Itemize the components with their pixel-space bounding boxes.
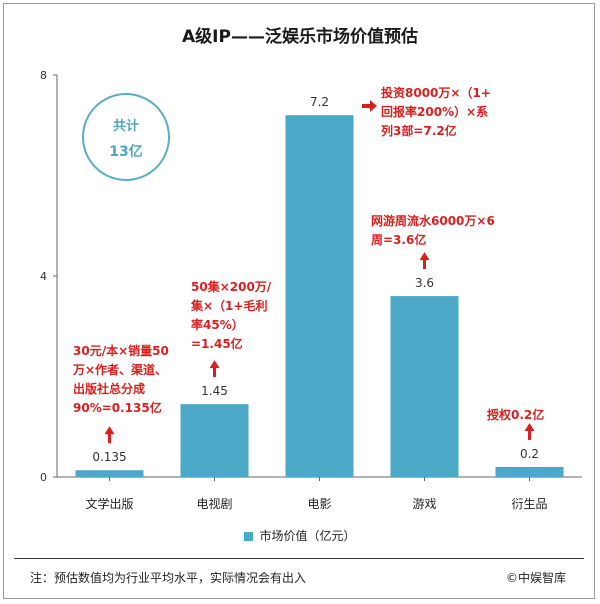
up-arrow-head [209,360,220,369]
value-label: 0.2 [520,447,539,461]
legend-swatch [244,532,254,541]
category-label: 游戏 [412,497,436,511]
legend: 市场价值（亿元） [0,527,600,544]
y-tick-label: 8 [40,69,47,82]
chart-axes: 0 4 8 [40,69,582,484]
value-label: 1.45 [201,384,228,398]
up-arrow-head [419,252,430,261]
y-tick-label: 4 [40,270,47,283]
annotation-yanshengpin: 授权0.2亿 [487,408,545,422]
up-arrow-shaft [423,259,426,270]
bar [180,404,249,477]
y-tick-label: 0 [40,471,47,484]
value-label: 0.135 [92,450,126,464]
legend-label: 市场价值（亿元） [259,529,356,543]
annotation-dianying: 投资8000万×（1+ 回报率200%）×系 列3部=7.2亿 [381,86,491,138]
category-label: 文学出版 [85,496,133,511]
right-arrow-shaft [362,104,371,108]
footer-divider [14,558,584,559]
footer-note: 注：预估数值均为行业平均水平，实际情况会有出入 [30,571,307,585]
annotation-arrows [104,100,535,444]
bar [285,115,354,477]
bar-series: 0.135 文学出版 1.45 电视剧 7.2 电影 3.6 游戏 0.2 衍生品 [75,95,564,511]
annotation-youxi: 网游周流水6000万×6 周=3.6亿 [371,214,495,247]
bar [390,296,459,477]
total-label: 共计 [112,119,139,134]
category-label: 衍生品 [511,497,547,511]
chart-title: A级IP——泛娱乐市场价值预估 [182,27,418,47]
up-arrow-shaft [528,429,531,440]
category-label: 电影 [307,497,331,511]
total-value: 13亿 [109,144,143,160]
annotation-dianshiju: 50集×200万/ 集×（1+毛利 率45%） =1.45亿 [191,280,272,351]
value-label: 7.2 [310,95,329,109]
up-arrow-shaft [108,433,111,444]
value-label: 3.6 [415,276,434,290]
footer-source: ©中娱智库 [505,571,566,585]
bar [495,466,564,477]
category-label: 电视剧 [196,496,232,511]
annotation-wenxue: 30元/本×销量50 万×作者、渠道、 出版社总分成 90%=0.135亿 [73,344,169,415]
bar [75,470,144,477]
up-arrow-head [104,426,115,435]
total-circle: 共计 13亿 [82,93,170,181]
right-arrow-head [370,100,377,112]
up-arrow-shaft [213,367,216,378]
up-arrow-head [524,422,535,431]
